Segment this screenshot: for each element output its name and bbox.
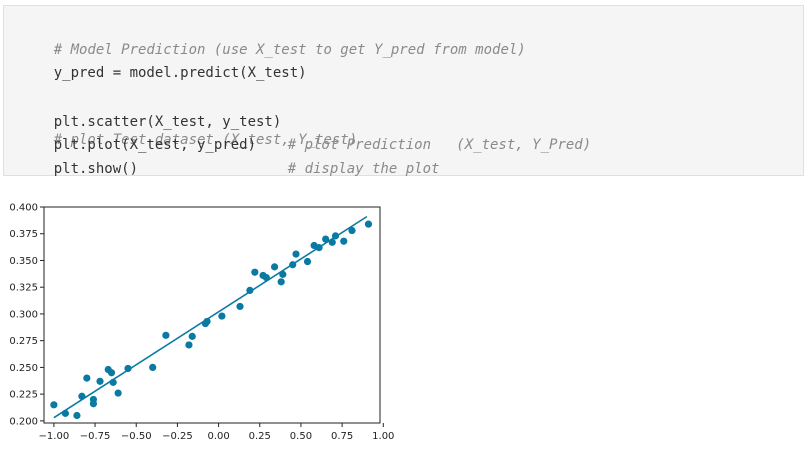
- code-scatter: plt.scatter(X_test, y_test): [53, 114, 282, 130]
- scatter-point: [188, 332, 196, 340]
- code-show-comment: # display the plot: [287, 161, 440, 177]
- marks-layer: [50, 215, 373, 420]
- scatter-point: [340, 237, 348, 245]
- scatter-point: [277, 278, 285, 286]
- scatter-point: [270, 263, 279, 271]
- code-comment: # Model Prediction (use X_test to get Y_…: [53, 42, 526, 58]
- scatter-point: [348, 226, 356, 235]
- x-tick-label: −0.25: [162, 431, 193, 442]
- scatter-point: [185, 341, 193, 349]
- code-line-scatter: plt.scatter(X_test, y_test) # plot Test …: [20, 95, 357, 167]
- code-scatter-comment: # plot Test dataset (X_test, Y_test): [53, 132, 358, 148]
- scatter-point: [50, 401, 58, 409]
- scatter-point: [322, 235, 330, 243]
- y-tick-label: 0.325: [9, 283, 38, 294]
- x-tick-label: 0.00: [207, 431, 229, 442]
- scatter-point: [96, 377, 104, 385]
- scatter-point: [292, 250, 300, 258]
- scatter-point: [218, 312, 226, 320]
- axes-frame: [43, 206, 381, 424]
- y-tick-label: 0.375: [9, 229, 38, 240]
- x-tick-label: −0.50: [121, 431, 152, 442]
- x-tick-label: 0.25: [249, 431, 271, 442]
- x-tick-label: 1.00: [372, 431, 394, 442]
- scatter-point: [236, 302, 244, 311]
- scatter-point: [364, 220, 373, 228]
- y-tick-label: 0.350: [9, 256, 38, 267]
- scatter-point: [114, 389, 122, 397]
- scatter-point: [89, 395, 98, 404]
- scatter-point: [73, 411, 81, 420]
- prediction-line: [53, 215, 368, 419]
- scatter-point: [162, 331, 170, 339]
- x-tick-label: 0.50: [290, 431, 312, 442]
- code-predict: y_pred = model.predict(X_test): [53, 65, 307, 81]
- code-line-predict: y_pred = model.predict(X_test): [20, 46, 307, 100]
- code-show: plt.show(): [53, 161, 139, 177]
- y-tick-label: 0.400: [9, 203, 38, 214]
- x-tick-label: −0.75: [80, 431, 111, 442]
- plot-output: −1.00 −0.75 −0.50 −0.25 0.00 0.25 0.50 0.75 1.00…: [0, 176, 400, 453]
- scatter-point: [251, 268, 259, 276]
- y-tick-label: 0.275: [9, 336, 38, 347]
- code-line-plot: plt.plot(X_test, y_pred): [20, 118, 256, 172]
- code-line-comment: # Model Prediction (use X_test to get Y_…: [20, 23, 526, 77]
- y-tick-label: 0.250: [9, 363, 38, 374]
- tick-layer: −1.00 −0.75 −0.50 −0.25 0.00 0.25 0.50 0.75 1.00…: [9, 203, 394, 443]
- scatter-chart: −1.00 −0.75 −0.50 −0.25 0.00 0.25 0.50 0.75 1.00…: [9, 203, 394, 443]
- scatter-point: [149, 363, 157, 371]
- y-tick-label: 0.200: [9, 416, 38, 427]
- scatter-point: [303, 257, 312, 266]
- scatter-point: [107, 369, 116, 377]
- code-plot-comment: # plot Prediction (X_test, Y_Pred): [287, 137, 592, 153]
- y-tick-label: 0.225: [9, 390, 38, 401]
- scatter-point: [83, 374, 91, 382]
- code-plot: plt.plot(X_test, y_pred): [53, 137, 257, 153]
- code-line-show: plt.show(): [20, 142, 138, 196]
- code-line-plot-comment-wrap: # plot Prediction (X_test, Y_Pred): [254, 118, 591, 172]
- y-tick-label: 0.300: [9, 309, 38, 320]
- x-tick-label: 0.75: [331, 431, 353, 442]
- code-line-show-comment-wrap: # display the plot: [254, 142, 440, 196]
- x-tick-label: −1.00: [39, 431, 70, 442]
- code-cell[interactable]: # Model Prediction (use X_test to get Y_…: [3, 5, 804, 177]
